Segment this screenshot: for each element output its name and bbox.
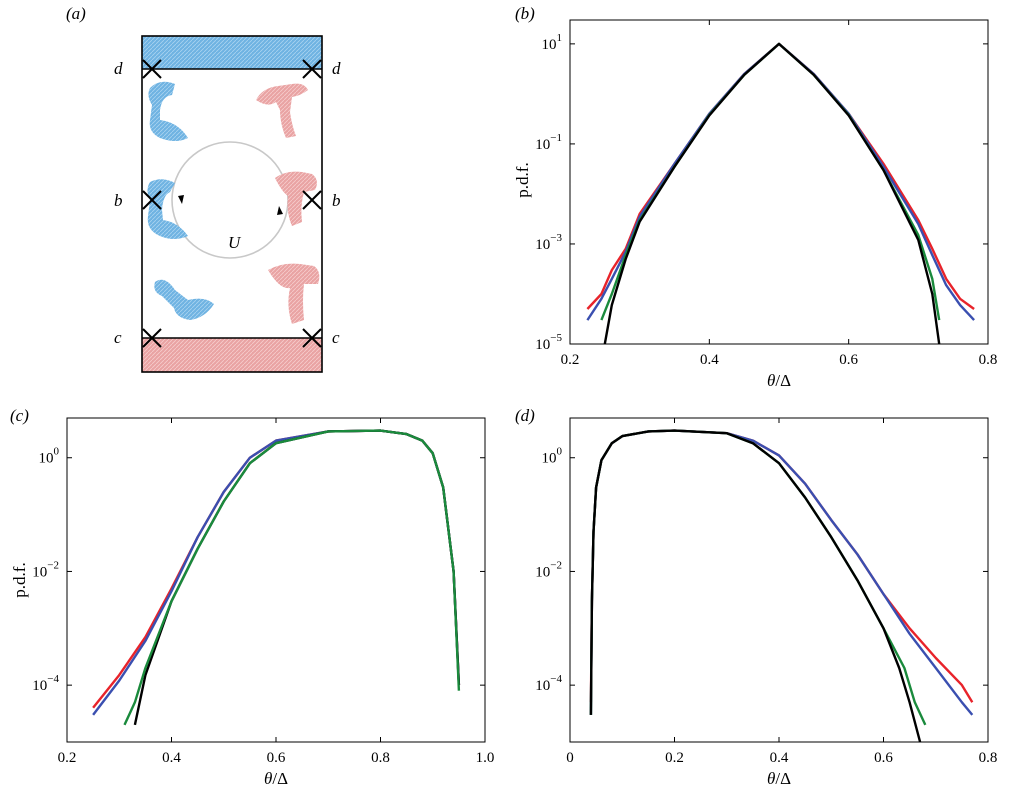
- series-line-c-3: [123, 429, 461, 726]
- circulation-arrow-left: [178, 195, 184, 204]
- y-tick-label: 101: [542, 32, 563, 53]
- x-axis-label: θ/Δ: [767, 769, 791, 788]
- x-tick-label: 0.2: [561, 352, 580, 368]
- x-tick-label: 0.4: [700, 352, 719, 368]
- x-tick-label: 0.6: [839, 352, 858, 368]
- cold-plume: [154, 279, 214, 320]
- plot-frame: [569, 19, 989, 345]
- series-line-d-3: [589, 429, 922, 742]
- probe-cross-d-left: [142, 59, 162, 79]
- x-tick-label: 0.8: [979, 352, 998, 368]
- x-tick-label: 0.6: [267, 750, 286, 766]
- y-axis-label: p.d.f.: [513, 162, 532, 197]
- x-tick-label: 0: [566, 750, 574, 766]
- probe-cross-b-left: [142, 190, 162, 210]
- y-tick-label: 10−3: [535, 232, 562, 253]
- velocity-label-u: U: [228, 233, 242, 252]
- circulation-arrow-right: [277, 206, 283, 215]
- x-tick-label: 0.2: [58, 750, 77, 766]
- series-line-b-3: [603, 42, 941, 344]
- x-tick-label: 0.2: [665, 750, 684, 766]
- series-line-d-2: [589, 429, 927, 726]
- y-tick-label: 10−4: [535, 673, 562, 694]
- x-tick-label: 0.6: [874, 750, 893, 766]
- x-tick-label: 0.8: [979, 750, 998, 766]
- series-line-d-1: [589, 429, 974, 716]
- panel-label-c: (c): [10, 406, 29, 425]
- probe-label-c-left: c: [114, 328, 122, 347]
- probe-cross-c-right: [302, 328, 322, 348]
- probe-label-d-left: d: [114, 59, 123, 78]
- probe-label-c-right: c: [332, 328, 340, 347]
- hot-plate: [142, 338, 322, 372]
- cold-plate: [142, 36, 322, 69]
- probe-cross-b-right: [302, 190, 322, 210]
- probe-label-b-right: b: [332, 191, 341, 210]
- y-axis-label: p.d.f.: [10, 562, 29, 597]
- series-line-d-0: [589, 429, 974, 703]
- x-axis-label: θ/Δ: [767, 371, 791, 390]
- probe-label-d-right: d: [332, 59, 341, 78]
- hot-plume: [275, 171, 317, 226]
- y-tick-label: 100: [39, 446, 60, 467]
- probe-cross-d-right: [302, 59, 322, 79]
- cold-plume: [148, 81, 188, 141]
- hot-plume: [268, 263, 320, 324]
- x-tick-label: 0.4: [770, 750, 789, 766]
- y-tick-label: 10−1: [535, 132, 562, 153]
- y-tick-label: 10−2: [32, 559, 59, 580]
- y-tick-label: 100: [542, 446, 563, 467]
- x-tick-label: 0.8: [371, 750, 390, 766]
- plot-frame: [569, 417, 989, 743]
- x-tick-label: 0.4: [162, 750, 181, 766]
- panel-label-b: (b): [515, 4, 535, 23]
- y-tick-label: 10−4: [32, 673, 59, 694]
- panel-label-a: (a): [66, 4, 86, 23]
- y-tick-label: 10−2: [535, 559, 562, 580]
- probe-cross-c-left: [142, 328, 162, 348]
- hot-plume: [256, 83, 308, 138]
- probe-label-b-left: b: [114, 191, 123, 210]
- y-tick-label: 10−5: [535, 332, 562, 353]
- cell-boundary: [141, 35, 323, 373]
- x-tick-label: 1.0: [476, 750, 495, 766]
- panel-label-d: (d): [515, 406, 535, 425]
- x-axis-label: θ/Δ: [264, 769, 288, 788]
